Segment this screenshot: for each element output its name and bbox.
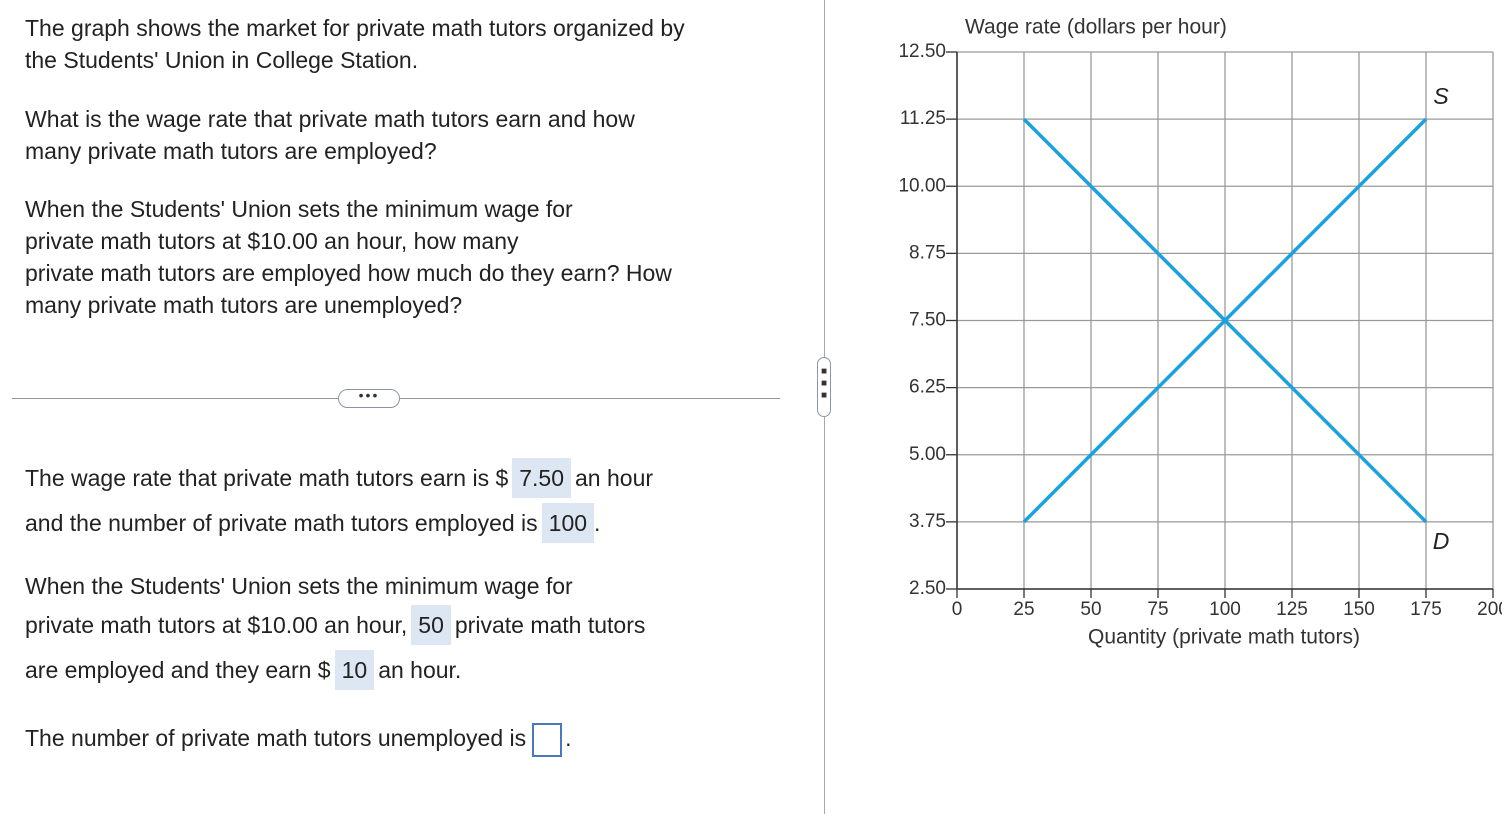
answer-text: The wage rate that private math tutors e… [25,465,509,491]
y-tick-label: 2.50 [909,578,946,599]
y-tick-label: 6.25 [909,377,946,398]
y-tick-label: 5.00 [909,444,946,465]
y-tick-label: 12.50 [898,41,946,62]
x-tick-label: 175 [1410,599,1442,620]
expand-button[interactable]: ••• [338,388,400,408]
x-tick-label: 200 [1477,599,1502,620]
answer-text: private math tutors at $10.00 an hour, [25,612,408,638]
y-tick-label: 8.75 [909,242,946,263]
answer-value[interactable]: 10 [334,650,375,690]
y-tick-label: 7.50 [909,310,946,331]
series-label: S [1433,83,1449,109]
answer-text: When the Students' Union sets the minimu… [25,573,573,599]
series-line [1022,117,1428,524]
answer-line: The number of private math tutors unempl… [25,722,572,757]
series-label: D [1433,528,1450,554]
x-tick-label: 50 [1080,599,1101,620]
question-text: private math tutors are employed how muc… [25,260,672,286]
answer-input[interactable] [532,722,563,757]
answer-value[interactable]: 50 [411,605,451,645]
question-text: The graph shows the market for private m… [25,15,685,41]
answer-line: The wage rate that private math tutors e… [25,458,653,498]
answer-text: . [594,510,601,536]
x-axis-title: Quantity (private math tutors) [1088,626,1360,649]
y-axis-title: Wage rate (dollars per hour) [965,16,1227,39]
answer-text: an hour. [378,657,462,683]
answer-line: private math tutors at $10.00 an hour, 50… [25,605,645,645]
question-text: private math tutors at $10.00 an hour, h… [25,228,519,254]
answer-line: and the number of private math tutors em… [25,503,600,543]
answer-text: . [565,725,572,751]
x-tick-label: 25 [1013,599,1034,620]
answer-text: are employed and they earn $ [25,657,331,683]
answer-text: private math tutors [454,612,646,638]
chart: Wage rate (dollars per hour) Quantity (p… [898,16,1502,649]
question-text: many private math tutors are employed? [25,138,437,164]
answer-value[interactable]: 100 [541,503,595,543]
x-tick-label: 0 [952,599,963,620]
answer-line: are employed and they earn $10 an hour. [25,650,461,690]
y-tick-label: 11.25 [900,108,946,129]
question-text: many private math tutors are unemployed? [25,292,463,318]
answer-value[interactable]: 7.50 [512,458,572,498]
answer-text: an hour [575,465,654,491]
x-tick-label: 100 [1209,599,1241,620]
question-text: When the Students' Union sets the minimu… [25,196,573,222]
divider-handle[interactable]: ■ ■ ■ [817,357,831,417]
x-tick-label: 125 [1276,599,1308,620]
y-tick-label: 3.75 [909,511,946,532]
question-text: the Students' Union in College Station. [25,47,419,73]
answer-text: and the number of private math tutors em… [25,510,538,536]
question-text: What is the wage rate that private math … [25,106,635,132]
x-tick-label: 150 [1343,599,1375,620]
y-tick-label: 10.00 [898,175,946,196]
x-tick-label: 75 [1147,599,1168,620]
answer-text: The number of private math tutors unempl… [25,725,527,751]
